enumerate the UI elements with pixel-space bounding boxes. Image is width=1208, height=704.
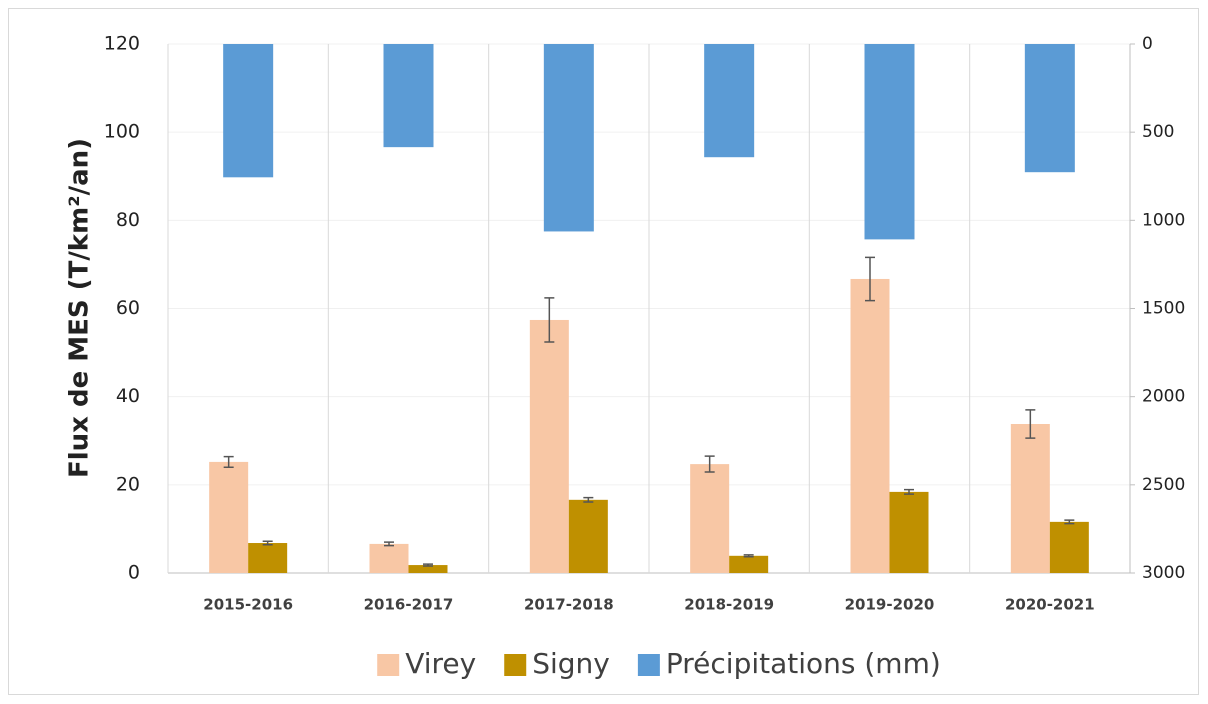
error-bar bbox=[1064, 519, 1075, 525]
y2-tick-label: 2500 bbox=[1142, 475, 1185, 495]
bar bbox=[729, 555, 769, 573]
error-bar bbox=[704, 455, 715, 473]
bar bbox=[568, 499, 608, 573]
bar bbox=[383, 44, 434, 148]
y-tick-label: 80 bbox=[116, 209, 140, 231]
x-tick-label: 2018-2019 bbox=[684, 596, 774, 614]
x-tick-label: 2016-2017 bbox=[364, 596, 454, 614]
bar bbox=[209, 461, 249, 573]
bar bbox=[408, 565, 448, 573]
error-bar bbox=[384, 541, 394, 547]
error-bar bbox=[743, 554, 754, 558]
y-axis-title: Flux de MES (T/km²/an) bbox=[65, 138, 95, 478]
y2-tick-label: 1500 bbox=[1142, 299, 1185, 319]
y-tick-label: 40 bbox=[116, 385, 140, 407]
y2-tick-label: 1000 bbox=[1142, 210, 1185, 230]
bar bbox=[543, 44, 594, 232]
y2-tick-label: 3000 bbox=[1142, 563, 1185, 583]
y2-tick-label: 2000 bbox=[1142, 387, 1185, 407]
y2-tick-label: 0 bbox=[1142, 34, 1153, 54]
x-tick-label: 2019-2020 bbox=[845, 596, 935, 614]
legend-label: Précipitations (mm) bbox=[666, 647, 941, 680]
bar bbox=[529, 319, 569, 573]
legend-label: Virey bbox=[405, 647, 476, 680]
chart-border bbox=[8, 8, 1199, 695]
legend-swatch bbox=[637, 654, 660, 676]
bar bbox=[889, 491, 929, 573]
x-tick-label: 2017-2018 bbox=[524, 596, 614, 614]
bar bbox=[248, 543, 288, 573]
x-tick-label: 2020-2021 bbox=[1005, 596, 1095, 614]
error-bar bbox=[544, 297, 555, 343]
bar bbox=[223, 44, 274, 178]
bar bbox=[850, 278, 890, 573]
error-bar bbox=[865, 256, 875, 302]
y2-tick-label: 500 bbox=[1142, 122, 1174, 142]
bar bbox=[704, 44, 755, 158]
bar bbox=[690, 464, 730, 573]
legend-swatch bbox=[504, 654, 527, 676]
bar bbox=[1024, 44, 1075, 173]
bar bbox=[864, 44, 915, 240]
legend-swatch bbox=[377, 654, 400, 676]
error-bar bbox=[904, 488, 914, 495]
error-bar bbox=[423, 563, 433, 567]
y-tick-label: 100 bbox=[104, 121, 140, 143]
y-tick-label: 20 bbox=[116, 473, 140, 495]
error-bar bbox=[1025, 409, 1036, 439]
bar bbox=[1010, 423, 1050, 573]
y-tick-label: 120 bbox=[104, 33, 140, 55]
error-bar bbox=[223, 455, 234, 468]
error-bar bbox=[583, 496, 594, 503]
y-tick-label: 0 bbox=[128, 562, 140, 584]
x-tick-label: 2015-2016 bbox=[203, 596, 293, 614]
bar bbox=[369, 543, 409, 573]
legend-label: Signy bbox=[532, 647, 610, 680]
y-tick-label: 60 bbox=[116, 297, 140, 319]
error-bar bbox=[262, 540, 273, 546]
bar bbox=[1049, 521, 1089, 573]
